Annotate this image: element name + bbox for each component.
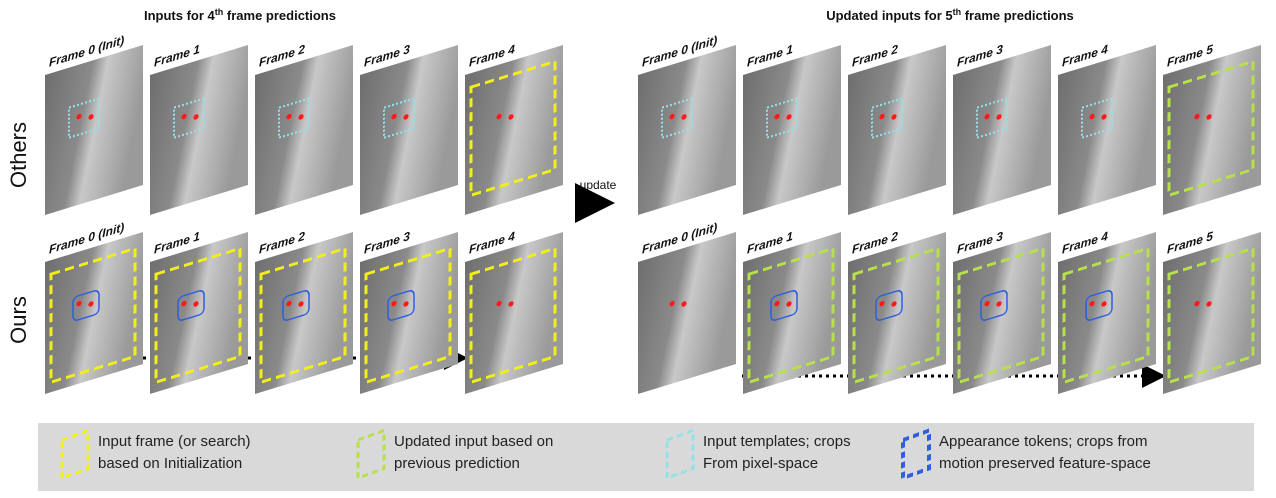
legend-text: Appearance tokens; crops from — [939, 433, 1147, 450]
title-text: Updated inputs for 5 — [826, 8, 952, 23]
frame: Frame 1 — [150, 214, 248, 394]
frame: Frame 1 — [743, 27, 841, 215]
frame: Frame 4 — [1058, 27, 1156, 215]
frame: Frame 5 — [1163, 27, 1261, 215]
panel-title: Updated inputs for 5th frame predictions — [826, 7, 1074, 23]
frames: Frame 0 (Init)Frame 1Frame 2Frame 3Frame… — [45, 27, 1261, 394]
title-sup: th — [953, 7, 962, 17]
legend-text: Input templates; crops — [703, 433, 851, 450]
frame: Frame 0 (Init) — [638, 214, 736, 394]
title-text: Inputs for 4 — [144, 8, 216, 23]
frame: Frame 1 — [743, 214, 841, 394]
frame: Frame 4 — [465, 27, 563, 215]
title-text: frame predictions — [223, 8, 336, 23]
frame-image — [465, 45, 563, 215]
frame-image — [1163, 45, 1261, 215]
row-label: Others — [6, 122, 31, 188]
frame: Frame 3 — [360, 27, 458, 215]
frame: Frame 3 — [953, 214, 1051, 394]
frame-image — [638, 232, 736, 394]
panel-title: Inputs for 4th frame predictions — [144, 7, 336, 23]
frame: Frame 2 — [255, 214, 353, 394]
arrow-label: update — [580, 178, 617, 192]
legend-text: Updated input based on — [394, 433, 553, 450]
frame: Frame 3 — [360, 214, 458, 394]
frame: Frame 2 — [255, 27, 353, 215]
legend-text: From pixel-space — [703, 455, 818, 472]
legend-text: previous prediction — [394, 455, 520, 472]
frame: Frame 4 — [465, 214, 563, 394]
frame: Frame 0 (Init) — [45, 214, 143, 394]
frame: Frame 3 — [953, 27, 1051, 215]
frame: Frame 2 — [848, 27, 946, 215]
frame: Frame 0 (Init) — [45, 27, 143, 215]
frame: Frame 2 — [848, 214, 946, 394]
title-sup: th — [215, 7, 224, 17]
frame: Frame 0 (Init) — [638, 27, 736, 215]
frame: Frame 1 — [150, 27, 248, 215]
legend-text: based on Initialization — [98, 455, 242, 472]
frame: Frame 4 — [1058, 214, 1156, 394]
legend-text: motion preserved feature-space — [939, 455, 1151, 472]
legend-text: Input frame (or search) — [98, 433, 251, 450]
row-label: Ours — [6, 296, 31, 344]
frame: Frame 5 — [1163, 214, 1261, 394]
figure: Inputs for 4th frame predictions Updated… — [0, 0, 1276, 493]
title-text: frame predictions — [961, 8, 1074, 23]
